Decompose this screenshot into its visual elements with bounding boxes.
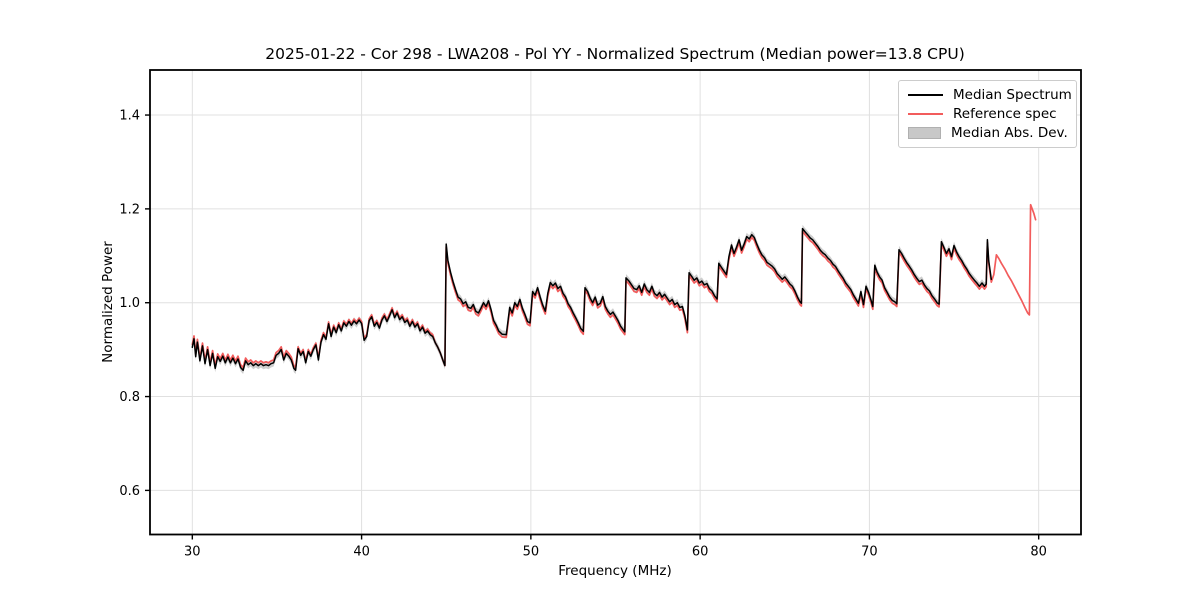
x-tick-label: 80 — [1030, 545, 1047, 560]
legend-label: Median Spectrum — [953, 86, 1072, 103]
y-tick-label: 0.8 — [119, 390, 140, 405]
legend-item-reference-spec: Reference spec — [908, 105, 1068, 123]
x-tick-label: 60 — [692, 545, 709, 560]
chart-title: 2025-01-22 - Cor 298 - LWA208 - Pol YY -… — [265, 45, 965, 63]
x-axis-label: Frequency (MHz) — [558, 563, 671, 579]
median-spectrum-line — [191, 227, 993, 372]
chart-series — [191, 203, 1037, 374]
legend-label: Median Abs. Dev. — [951, 125, 1068, 142]
y-tick-label: 0.6 — [119, 484, 140, 499]
x-tick-label: 70 — [861, 545, 878, 560]
legend-item-median-abs-dev: Median Abs. Dev. — [908, 124, 1068, 142]
median-abs-dev-patch-swatch — [908, 127, 941, 140]
x-tick-label: 30 — [184, 545, 201, 560]
reference-spec-line — [191, 203, 1037, 369]
x-tick-label: 50 — [523, 545, 540, 560]
x-tick-label: 40 — [353, 545, 370, 560]
axis-ticks: 30 40 50 60 70 80 0.6 0.8 1.0 1.2 1.4 — [119, 109, 1047, 560]
y-tick-label: 1.0 — [119, 296, 140, 311]
legend-item-median-spectrum: Median Spectrum — [908, 86, 1072, 104]
legend-label: Reference spec — [953, 105, 1057, 122]
y-tick-label: 1.2 — [119, 202, 140, 217]
reference-spec-line-swatch — [908, 112, 943, 115]
median-abs-dev-band — [192, 224, 992, 374]
y-tick-label: 1.4 — [119, 109, 140, 124]
y-axis-label: Normalized Power — [100, 241, 116, 363]
legend: Median Spectrum Reference spec Median Ab… — [898, 80, 1077, 148]
median-spectrum-line-swatch — [908, 93, 943, 96]
